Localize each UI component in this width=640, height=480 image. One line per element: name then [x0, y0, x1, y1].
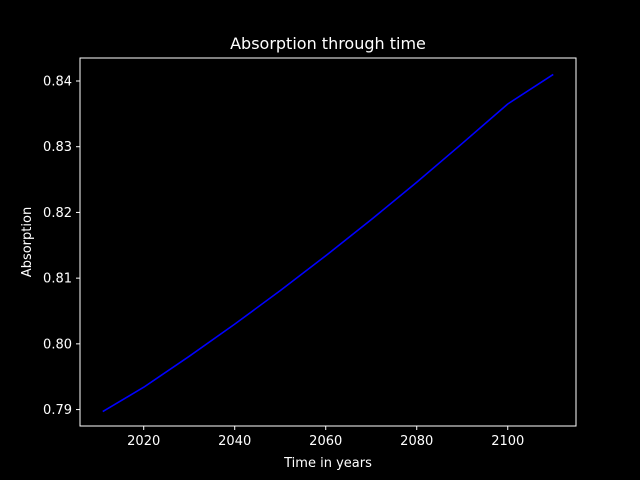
y-tick-label: 0.84: [43, 75, 72, 90]
y-tick-label: 0.81: [43, 272, 72, 287]
y-axis: 0.79 0.80 0.81 0.82 0.83 0.84: [43, 75, 80, 418]
x-tick-label: 2040: [218, 434, 251, 449]
absorption-series-line: [102, 73, 554, 413]
y-tick-label: 0.83: [43, 140, 72, 155]
y-tick-label: 0.79: [43, 403, 72, 418]
x-tick-label: 2100: [491, 434, 524, 449]
x-tick-label: 2080: [400, 434, 433, 449]
y-tick-label: 0.80: [43, 337, 72, 352]
x-axis-title: Time in years: [283, 456, 372, 471]
y-tick-label: 0.82: [43, 206, 72, 221]
chart-title: Absorption through time: [230, 34, 426, 53]
x-tick-label: 2060: [309, 434, 342, 449]
x-axis: 2020 2040 2060 2080 2100: [127, 426, 524, 449]
series-layer: [102, 73, 554, 413]
y-axis-title: Absorption: [20, 207, 35, 277]
plot-frame: [79, 57, 577, 427]
x-tick-label: 2020: [127, 434, 160, 449]
